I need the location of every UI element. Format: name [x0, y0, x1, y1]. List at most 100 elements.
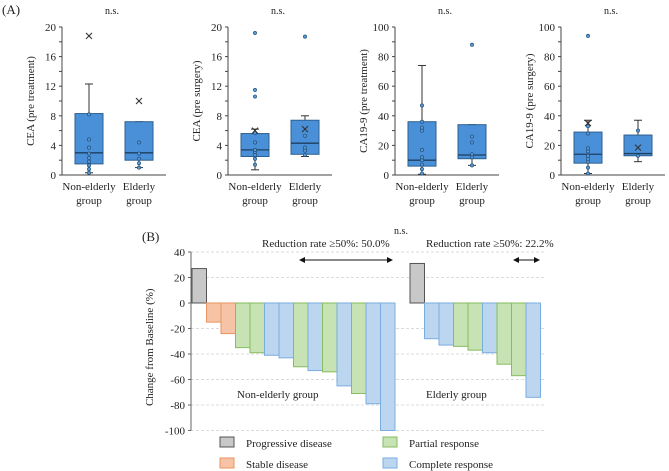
- reduction-arrow: [299, 257, 393, 263]
- bar-cr: [336, 302, 352, 387]
- data-point: [586, 33, 590, 38]
- data-point: [420, 147, 424, 152]
- bar-cr: [380, 302, 396, 431]
- category-label: group: [459, 195, 485, 207]
- reduction-rate-annotation: Reduction rate ≥50%: 50.0%: [262, 238, 390, 250]
- reduction-arrow: [513, 257, 540, 263]
- bar-cr: [438, 302, 454, 346]
- arrow-head-right: [534, 257, 540, 263]
- category-label: group: [625, 195, 651, 207]
- box-chart-4: n.s. 0 20 40 60 80 100 CA19-9 (pre surgery) Non-…: [524, 6, 665, 207]
- data-point: [253, 140, 257, 145]
- legend-swatch: [382, 457, 398, 469]
- mean-marker: [85, 32, 93, 40]
- data-point: [420, 155, 424, 160]
- arrow-head-left: [513, 257, 519, 263]
- category-label: Non-elderly: [561, 181, 615, 193]
- chart-title: n.s.: [271, 6, 285, 17]
- data-point: [636, 128, 640, 133]
- bar-pr: [511, 302, 527, 377]
- category-label: group: [242, 195, 268, 207]
- category-label: Elderly: [622, 181, 655, 193]
- data-point: [253, 156, 257, 161]
- legend-item-sd: Stable disease: [219, 457, 308, 471]
- y-axis-label: CEA (pre surgery): [191, 60, 203, 141]
- legend-label: Partial response: [409, 438, 479, 450]
- mean-marker: [584, 119, 592, 127]
- y-tick-label: 16: [45, 52, 57, 64]
- arrow-head-left: [299, 257, 305, 263]
- data-point: [137, 140, 141, 145]
- data-point: [137, 165, 141, 170]
- y-tick-label: -40: [170, 349, 185, 361]
- bar-pr: [453, 302, 469, 347]
- data-point: [87, 163, 91, 168]
- bar-group-elderly: [409, 262, 541, 398]
- data-point: [420, 119, 424, 124]
- reduction-rate-annotation: Reduction rate ≥50%: 22.2%: [426, 238, 554, 250]
- y-tick-label: 8: [217, 111, 223, 123]
- data-point: [586, 131, 590, 136]
- data-point: [470, 42, 474, 47]
- y-tick-label: -20: [170, 324, 185, 336]
- y-tick-label: 20: [174, 273, 186, 285]
- category-label: group: [575, 195, 601, 207]
- legend-swatch: [219, 457, 235, 469]
- category-label: group: [126, 195, 152, 207]
- bar-pr: [249, 302, 265, 354]
- y-tick-label: 60: [544, 81, 556, 93]
- y-tick-label: 0: [217, 170, 223, 182]
- bar-cr: [365, 302, 381, 405]
- y-tick-label: 0: [550, 170, 556, 182]
- data-point: [303, 145, 307, 150]
- category-label: Elderly: [123, 181, 156, 193]
- legend-item-pr: Partial response: [382, 436, 479, 450]
- y-tick-label: 20: [544, 140, 556, 152]
- bar-cr: [264, 302, 280, 356]
- y-tick-label: -100: [165, 426, 186, 438]
- mean-x: [584, 119, 592, 127]
- bar-sd: [206, 302, 222, 323]
- data-point: [420, 125, 424, 130]
- y-tick-label: 40: [174, 247, 186, 259]
- chart-title: n.s.: [438, 6, 452, 17]
- data-point: [470, 140, 474, 145]
- box-elderly: [124, 97, 154, 170]
- y-tick-label: 100: [539, 22, 556, 34]
- box-chart-1: n.s. 0 4 8 12 16 20 CEA (pre treatment) Non-elde…: [25, 6, 166, 207]
- bar-pr: [467, 302, 483, 351]
- bar-pr: [351, 302, 367, 395]
- y-tick-label: 16: [211, 52, 223, 64]
- data-point: [586, 153, 590, 158]
- data-point: [87, 156, 91, 160]
- group-label: Elderly group: [426, 389, 487, 401]
- box-non-elderly: [407, 64, 437, 176]
- bar-pr: [235, 302, 251, 349]
- chart-title: n.s.: [394, 226, 408, 237]
- legend-label: Stable disease: [246, 459, 308, 471]
- bar-cr: [525, 302, 541, 398]
- y-tick-label: 0: [180, 298, 186, 310]
- y-tick-label: -80: [170, 400, 185, 412]
- data-point: [137, 151, 141, 156]
- y-tick-label: 80: [544, 52, 556, 64]
- y-tick-label: 8: [51, 111, 57, 123]
- box-non-elderly: [240, 30, 270, 171]
- category-label: Non-elderly: [62, 181, 116, 193]
- mean-marker: [135, 97, 143, 105]
- category-label: group: [409, 195, 435, 207]
- data-point: [303, 34, 307, 39]
- bar-pd: [191, 268, 207, 304]
- category-label: Non-elderly: [228, 181, 282, 193]
- box-elderly: [623, 119, 653, 163]
- data-point: [137, 161, 141, 166]
- data-point: [253, 30, 257, 35]
- legend-label: Progressive disease: [246, 438, 332, 450]
- data-point: [586, 165, 590, 170]
- y-tick-label: 12: [211, 81, 222, 93]
- data-point: [636, 153, 640, 158]
- bar-pr: [322, 302, 338, 373]
- y-tick-label: -60: [170, 375, 185, 387]
- category-label: Elderly: [289, 181, 322, 193]
